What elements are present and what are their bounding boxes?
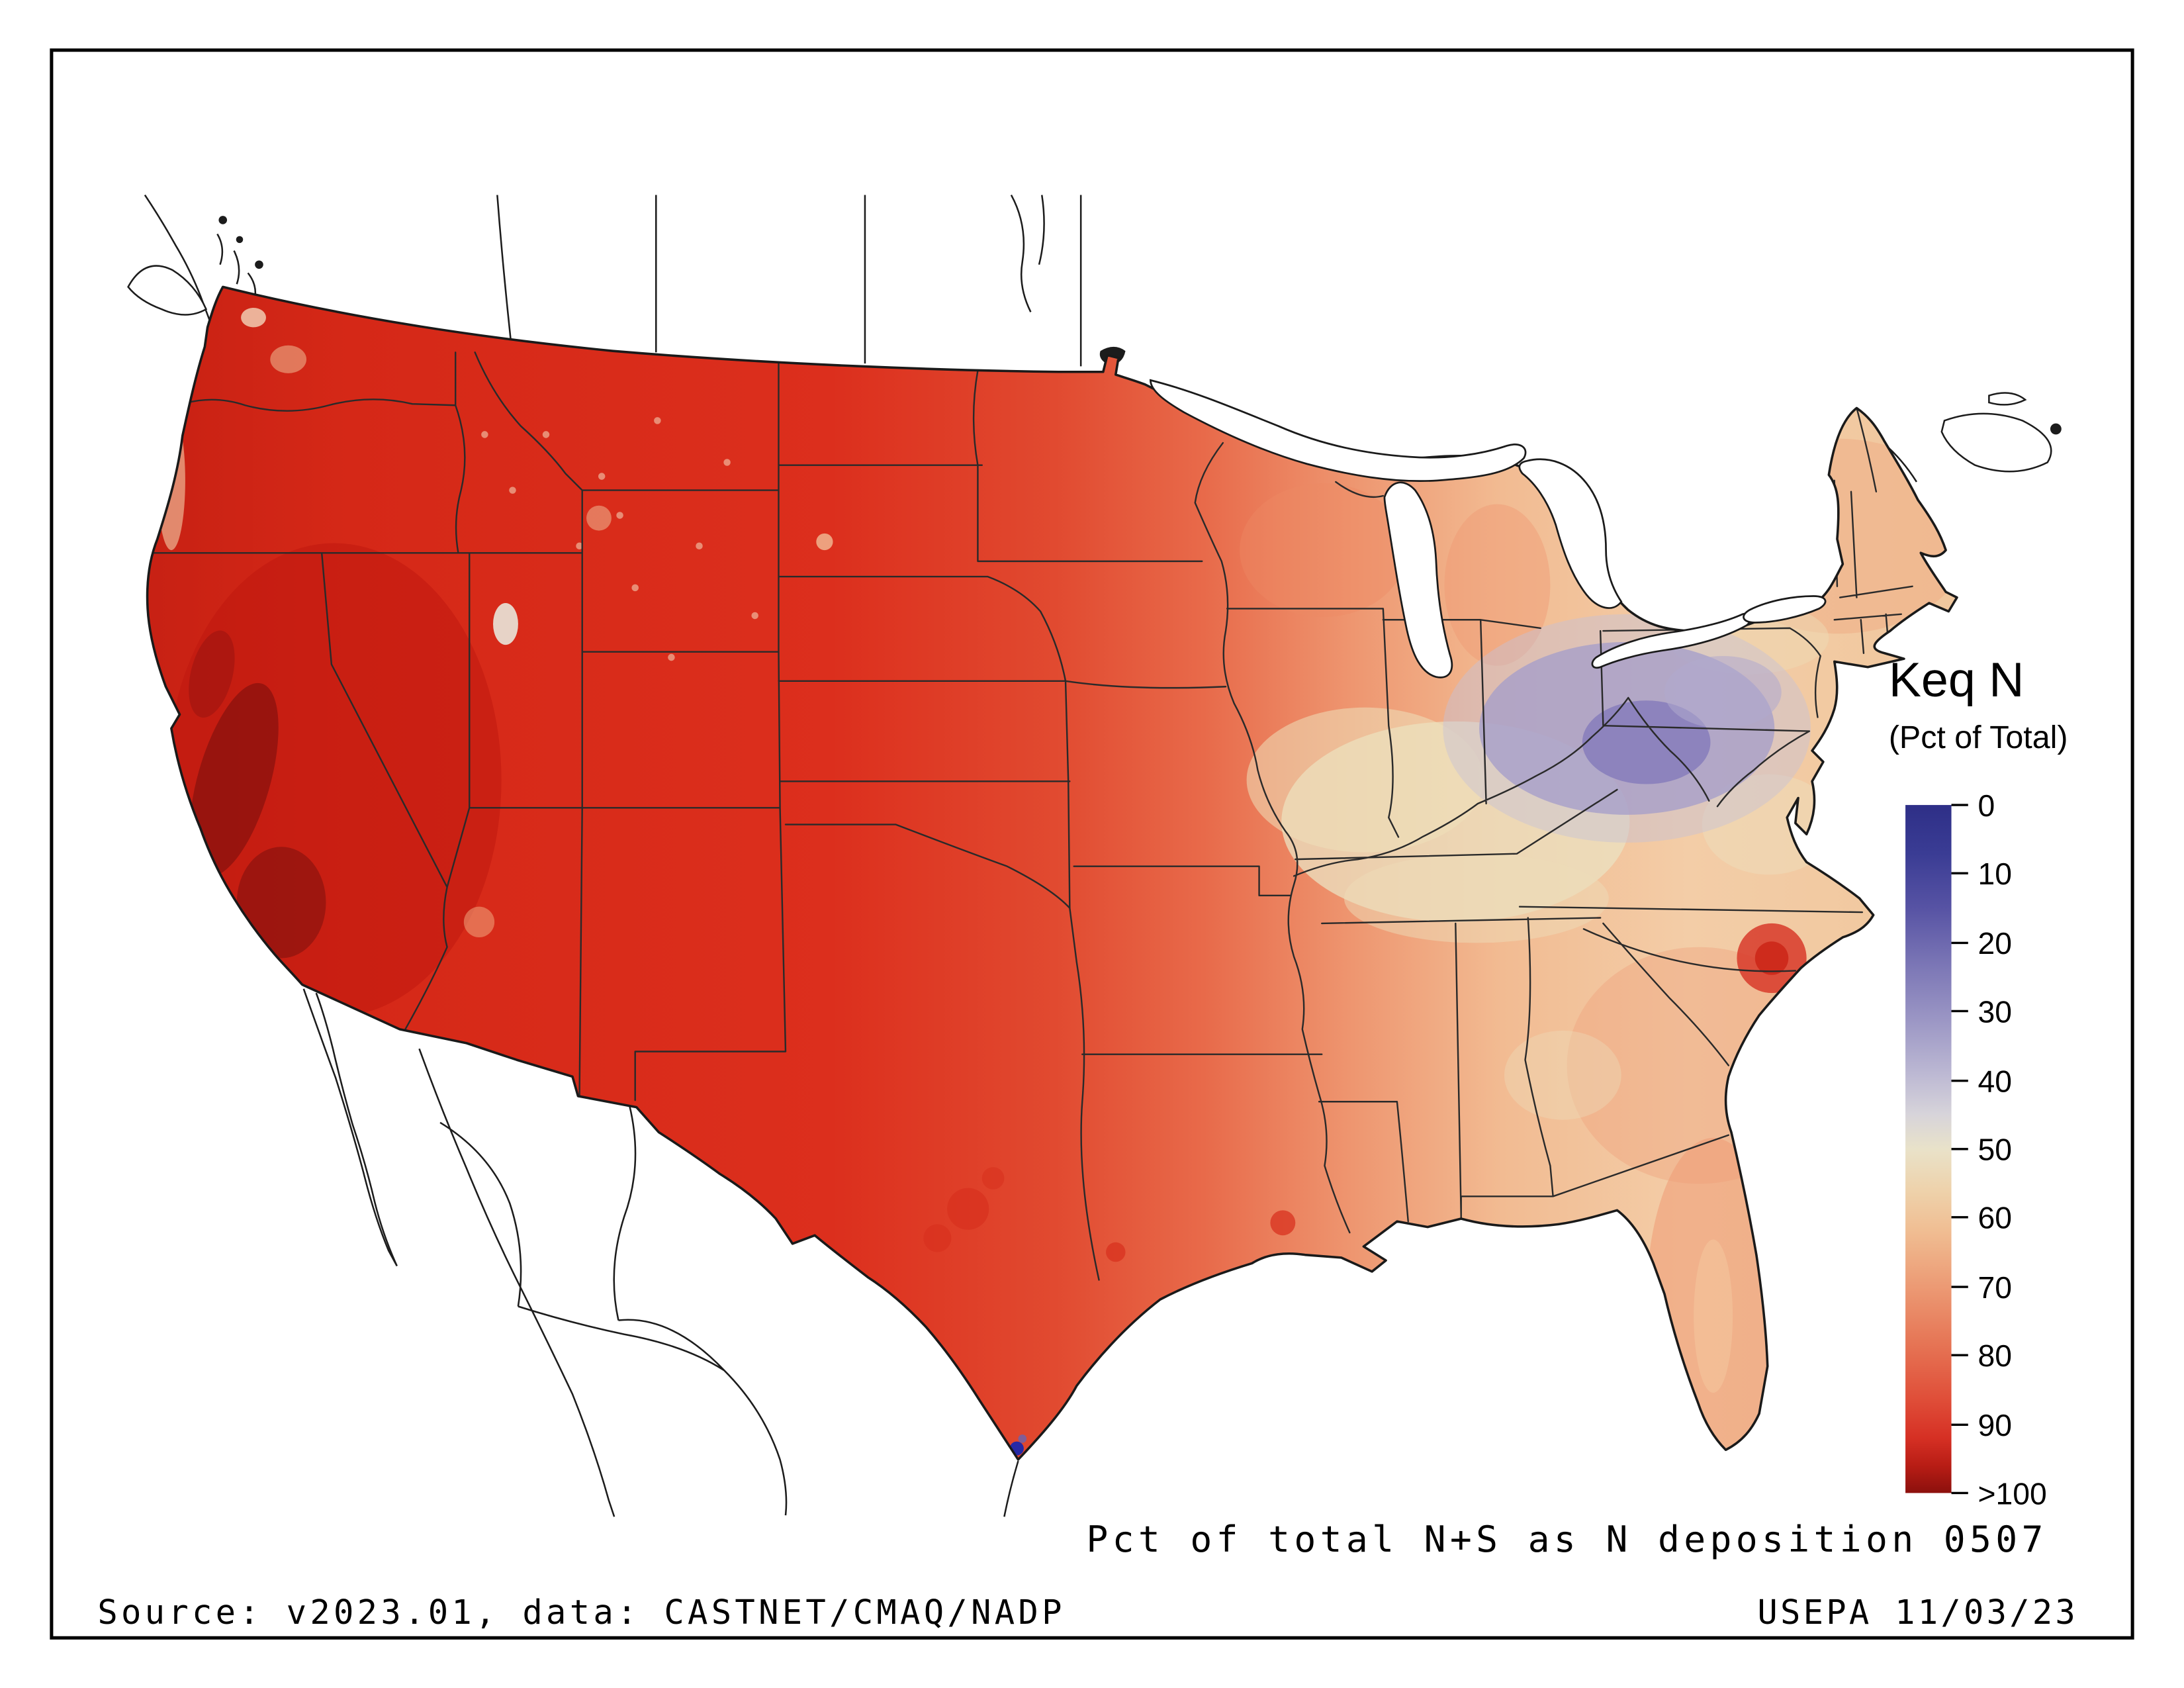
colorbar-tick-label-0: 0 <box>1978 788 1995 823</box>
colorbar-tick-label-8: 80 <box>1978 1338 2012 1373</box>
canada-outline <box>127 194 2062 569</box>
plot-label: Pct of total N+S as N deposition 0507 <box>1086 1518 2047 1560</box>
lake-huron <box>1518 458 1623 609</box>
legend-subtitle: (Pct of Total) <box>1889 720 2068 755</box>
figure-border <box>50 48 2134 1640</box>
colorbar-tick-label-1: 10 <box>1978 857 2012 891</box>
lake-ontario <box>1743 595 1827 624</box>
colorbar-tick-label-6: 60 <box>1978 1201 2012 1235</box>
colorbar-tick-label-3: 30 <box>1978 994 2012 1029</box>
colorbar-tick-label-9: 90 <box>1978 1408 2012 1442</box>
colorbar-ticks <box>1951 804 1968 1495</box>
mexico-outline <box>302 988 1019 1517</box>
colorbar-legend: Keq N (Pct of Total) 0 10 20 30 40 50 60… <box>1889 652 2068 1511</box>
colorbar-tick-label-2: 20 <box>1978 926 2012 961</box>
colorbar-tick-label-5: 50 <box>1978 1133 2012 1167</box>
lake-superior <box>1150 379 1527 483</box>
colorbar-tick-label-10: >100 <box>1978 1476 2047 1511</box>
prince-edward-island <box>1988 392 2027 406</box>
legend-title: Keq N <box>1889 652 2025 707</box>
colorbar-tick-label-4: 40 <box>1978 1064 2012 1099</box>
texture-speckles <box>481 417 758 661</box>
agency-date-text: USEPA 11/03/23 <box>1757 1593 2078 1632</box>
lake-michigan <box>1383 481 1453 679</box>
us-deposition-field <box>147 287 1957 1460</box>
source-text: Source: v2023.01, data: CASTNET/CMAQ/NAD… <box>97 1593 1065 1632</box>
vancouver-island <box>127 265 208 316</box>
lake-erie <box>1591 612 1752 669</box>
great-lakes <box>1150 379 1827 679</box>
colorbar-gradient <box>1905 805 1952 1493</box>
nova-scotia <box>1940 412 2052 473</box>
state-boundaries <box>150 352 1913 1281</box>
colorbar-tick-label-7: 70 <box>1978 1270 2012 1305</box>
